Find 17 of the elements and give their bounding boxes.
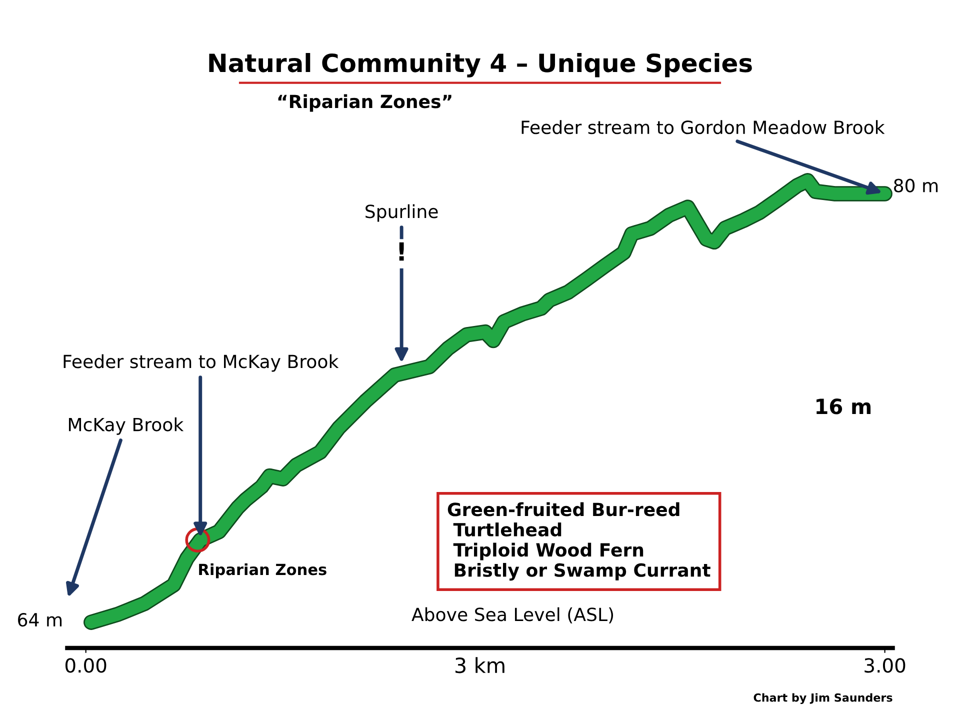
text: 64 m [18,612,62,627]
text: 80 m [894,178,938,192]
x-tick-label: 3.00 [864,658,906,673]
chart-subtitle: “Riparian Zones” [278,94,452,112]
annotation: Above Sea Level (ASL) [412,607,614,624]
annotation: Green-fruited Bur-reed Turtlehead Triploid Wood Fern Bristly or Swamp Currant [448,502,710,581]
annotation: McKay Brook [68,417,184,435]
annotation: Riparian Zones [199,563,326,578]
annotation: Spurline [366,204,438,222]
text: Chart by Jim Saunders [754,693,892,704]
x-tick-label: 0.00 [65,658,106,673]
x-axis-title: 3 km [455,657,504,674]
chart-title: Natural Community 4 – Unique Species [209,53,752,78]
annotation: Feeder stream to McKay Brook [64,354,339,372]
annotation: Feeder stream to Gordon Meadow Brook [522,120,885,134]
annotation: 16 m [816,398,871,414]
annotation: ! [399,242,404,261]
